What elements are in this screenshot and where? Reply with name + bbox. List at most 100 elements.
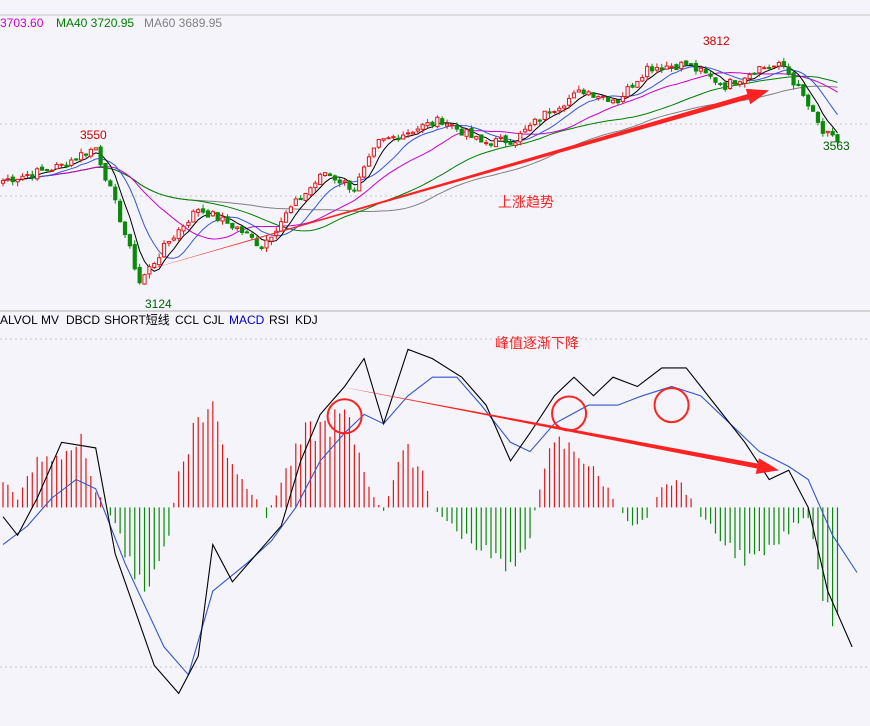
candle-body <box>552 110 557 113</box>
indicator-tab-kdj[interactable]: KDJ <box>295 313 318 327</box>
ma-legend: 3703.60 MA40 3720.95 MA60 3689.95 <box>0 16 222 30</box>
candle-body <box>732 80 738 85</box>
candle-body <box>698 67 703 72</box>
candle-body <box>493 138 498 148</box>
candle-body <box>791 72 796 86</box>
candle-body <box>230 222 235 229</box>
candle-body <box>186 221 191 226</box>
candle-body <box>654 67 660 71</box>
candle-body <box>249 233 254 238</box>
candle-body <box>337 179 342 184</box>
candle-body <box>220 216 225 222</box>
candle-body <box>645 65 650 78</box>
uptrend-arrow-shape <box>139 88 770 273</box>
candle-body <box>269 236 274 242</box>
candle-body <box>74 158 79 161</box>
candle-body <box>703 69 708 74</box>
candle-body <box>459 128 464 136</box>
moving-average-lines <box>2 64 838 272</box>
candle-body <box>401 134 406 140</box>
candle-body <box>49 169 54 172</box>
candle-body <box>342 180 347 183</box>
indicator-tab-macd[interactable]: MACD <box>229 313 265 327</box>
candle-body <box>420 124 425 130</box>
indicator-tab-short[interactable]: SHORT短线 <box>104 313 170 327</box>
candle-body <box>142 274 147 285</box>
dea-line <box>2 376 858 676</box>
candle-body <box>113 186 118 201</box>
candle-body <box>586 91 591 96</box>
candle-body <box>488 143 494 146</box>
candle-body <box>581 89 586 95</box>
candle-body <box>810 105 816 112</box>
candle-body <box>796 83 801 87</box>
candle-body <box>152 263 157 268</box>
candlestick-series <box>0 57 840 285</box>
candle-body <box>362 166 367 178</box>
candle-body <box>366 156 372 167</box>
candle-body <box>762 67 767 70</box>
candle-body <box>78 152 84 161</box>
candle-body <box>122 221 128 236</box>
candle-body <box>225 216 230 224</box>
candle-body <box>737 81 742 86</box>
candle-body <box>425 122 430 127</box>
macd-histogram <box>2 401 839 627</box>
candle-body <box>171 237 176 241</box>
candle-body <box>728 78 733 90</box>
candle-body <box>649 66 655 72</box>
candle-body <box>10 176 15 183</box>
candle-body <box>454 125 459 130</box>
candle-body <box>825 130 830 134</box>
candle-body <box>98 146 103 166</box>
indicator-tab-mv[interactable]: MV <box>41 313 59 327</box>
candle-body <box>449 124 455 127</box>
candle-body <box>430 121 435 126</box>
candle-body <box>806 94 811 107</box>
dif-line <box>2 348 853 695</box>
candle-body <box>64 164 69 168</box>
candle-body <box>191 210 196 223</box>
candle-body <box>786 66 791 75</box>
candle-body <box>283 212 289 223</box>
macd-gridlines <box>0 338 870 668</box>
indicator-tab-ccl[interactable]: CCL <box>175 313 199 327</box>
candle-body <box>484 142 489 145</box>
candle-body <box>435 116 440 128</box>
candle-body <box>103 162 108 181</box>
candle-body <box>625 86 630 98</box>
candle-body <box>571 92 577 99</box>
candle-body <box>508 141 513 145</box>
candle-body <box>464 129 469 137</box>
candle-body <box>20 175 25 180</box>
peaks-declining-annotation: 峰值逐渐下降 <box>495 335 579 351</box>
peak-circle <box>653 387 690 424</box>
candle-body <box>83 153 89 156</box>
candle-body <box>596 96 601 99</box>
candle-body <box>5 178 10 181</box>
candle-body <box>54 163 59 170</box>
candle-body <box>244 231 250 234</box>
candle-body <box>742 77 747 84</box>
indicator-tab-rsi[interactable]: RSI <box>269 313 289 327</box>
candle-body <box>566 97 572 106</box>
candle-body <box>674 64 679 71</box>
ma20-line <box>2 71 838 240</box>
candle-body <box>288 206 294 213</box>
ma-legend-ma60: MA60 3689.95 <box>144 16 222 30</box>
candle-body <box>332 175 337 181</box>
candle-body <box>391 136 396 139</box>
high-label-3812: 3812 <box>703 34 730 48</box>
macd-lines <box>2 348 858 695</box>
candle-body <box>318 173 323 185</box>
candle-body <box>747 73 752 80</box>
candle-body <box>254 238 259 247</box>
candle-body <box>127 234 132 247</box>
candle-body <box>606 96 611 102</box>
candle-body <box>118 200 123 223</box>
indicator-tab-dbcd[interactable]: DBCD <box>66 313 100 327</box>
indicator-tab-cjl[interactable]: CJL <box>203 313 225 327</box>
indicator-tab-alvol[interactable]: ALVOL <box>0 313 38 327</box>
candle-body <box>161 242 167 258</box>
candle-body <box>815 111 821 123</box>
